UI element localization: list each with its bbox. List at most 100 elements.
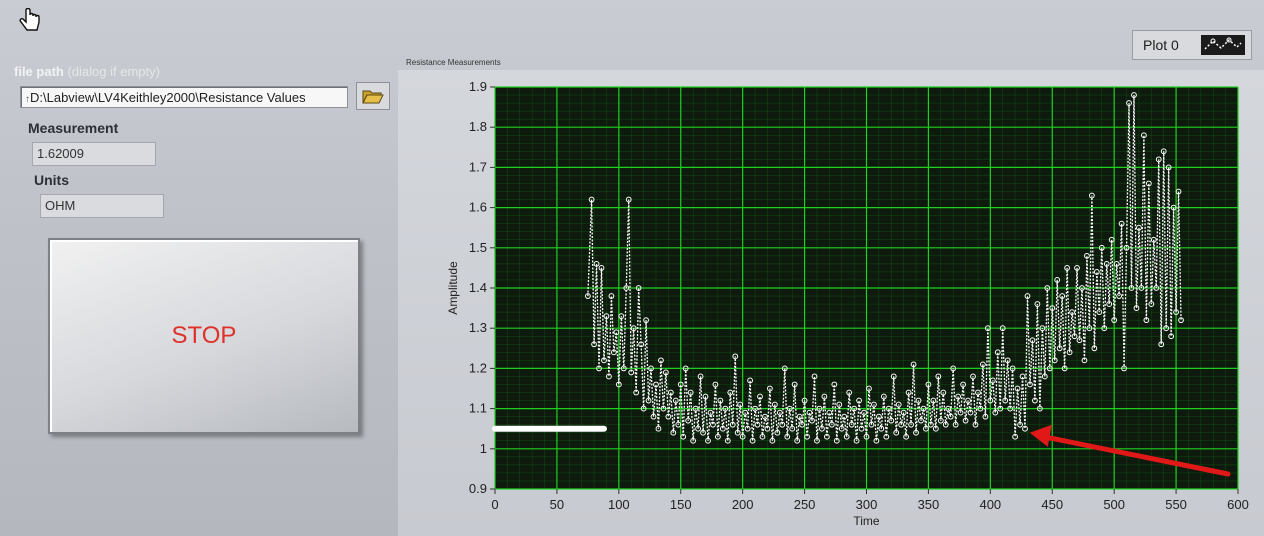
data-point [972,421,979,428]
data-point [1123,244,1130,251]
data-point [1012,433,1018,440]
data-point [615,381,622,388]
x-tick-label: 100 [608,497,630,512]
data-point [937,417,944,424]
data-point [784,433,791,440]
x-tick-label: 300 [856,497,878,512]
data-point [967,409,974,416]
data-point [648,365,654,372]
data-point [677,381,684,388]
data-point [833,437,840,444]
y-tick-label: 1.1 [469,401,487,416]
data-point [794,437,801,444]
data-point [900,409,907,416]
browse-button[interactable] [356,82,390,110]
data-point [1178,317,1184,324]
grid-lines [494,86,1239,490]
x-tick-label: 0 [491,497,498,512]
data-point [885,405,892,412]
data-point [980,361,986,368]
data-point [1086,325,1093,332]
data-point [752,405,758,412]
x-tick-label: 350 [918,497,940,512]
data-point [1143,317,1150,324]
data-point [1113,260,1120,267]
data-point [992,409,999,416]
annotation-arrow-head [1029,424,1052,447]
data-point [757,393,763,400]
y-tick-label: 1.5 [469,240,487,255]
file-path-label: file path (dialog if empty) [14,64,160,79]
data-point [781,365,788,372]
data-point [774,429,781,436]
data-point [880,393,887,400]
data-point [1131,92,1137,98]
data-point [1133,305,1140,312]
data-point [804,433,810,440]
y-tick-label: 1 [480,441,487,456]
x-tick-label: 200 [732,497,754,512]
data-point [732,353,739,360]
data-point [598,265,605,271]
x-tick-label: 600 [1227,497,1249,512]
data-point [771,401,778,408]
data-point [796,413,803,420]
data-point [947,413,954,420]
data-point [853,437,860,444]
data-point [806,409,813,416]
data-point [831,381,838,388]
data-point [662,369,669,376]
data-point [883,433,890,440]
data-point [588,196,595,203]
data-point [945,405,952,412]
data-point [1091,345,1098,352]
data-point [606,373,612,380]
data-point [821,393,828,400]
data-point [1153,285,1160,291]
data-point [1056,345,1063,352]
data-point [846,389,853,396]
data-point [918,417,924,424]
data-point [1145,180,1152,187]
data-point [836,401,843,408]
units-indicator: OHM [40,194,164,218]
x-tick-label: 250 [794,497,816,512]
data-point [1163,325,1170,332]
data-point [591,341,597,348]
plot-legend[interactable]: Plot 0 [1132,30,1252,60]
data-point [1158,341,1165,348]
data-point [1175,188,1182,195]
data-point [1017,421,1023,428]
data-point [903,433,910,440]
data-point [890,373,897,380]
data-point [1049,305,1056,312]
data-point [1032,397,1038,404]
data-point [1079,285,1085,291]
y-tick-label: 1.8 [469,119,487,134]
data-point [962,417,969,424]
plot-style-icon[interactable] [1201,35,1245,55]
data-point [955,393,962,400]
stop-button[interactable]: STOP [48,238,360,434]
data-point [712,381,719,388]
data-point [1014,385,1021,392]
data-point [799,421,806,428]
data-point [994,349,1001,356]
data-point [727,389,734,396]
data-point [1019,373,1026,380]
data-point [863,433,870,440]
data-point [754,421,761,428]
stop-button-label: STOP [171,322,237,349]
data-point [603,313,610,320]
data-point [895,401,902,408]
data-point [841,413,848,420]
data-point [628,369,635,376]
data-point [908,421,914,428]
data-point [685,417,692,424]
x-tick-label: 150 [670,497,692,512]
data-point [898,421,905,428]
file-path-input[interactable]: ↑D:\Labview\LV4Keithley2000\Resistance V… [20,86,348,108]
data-point [1046,365,1053,372]
data-point [1007,405,1014,412]
data-point [700,429,706,436]
